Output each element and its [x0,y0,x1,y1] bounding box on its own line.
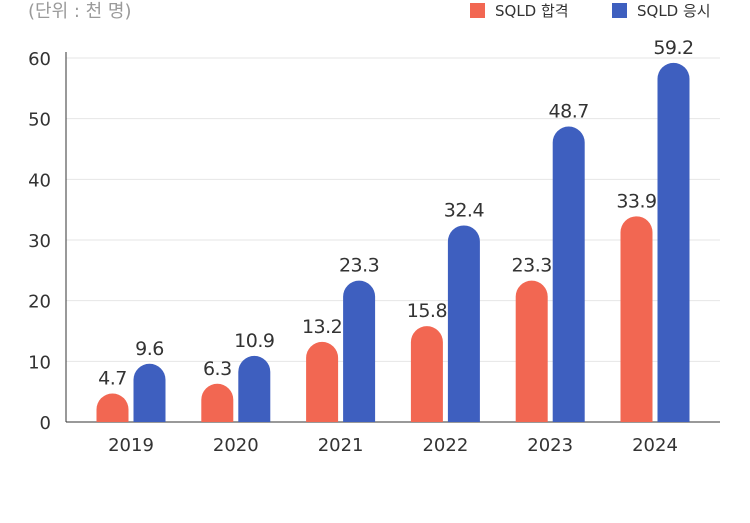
data-label: 6.3 [203,358,232,380]
bar-passed-2023 [515,280,548,422]
x-tick-label: 2023 [527,435,573,456]
bar-passed-2021 [306,341,339,422]
legend-item-passed: SQLD 합격 [470,0,569,20]
data-label: 9.6 [135,338,164,360]
y-tick-label: 0 [40,413,51,434]
unit-label: (단위 : 천 명) [28,1,132,22]
legend-item-applied: SQLD 응시 [612,0,711,20]
y-tick-label: 50 [28,110,51,131]
x-tick-label: 2019 [108,435,154,456]
y-tick-label: 10 [28,352,51,373]
data-label: 4.7 [98,367,127,389]
bar-applied-2019 [133,363,166,422]
legend-swatch-applied [612,2,627,18]
y-tick-label: 30 [28,231,51,252]
bar-passed-2019 [96,393,129,422]
x-tick-label: 2022 [422,435,468,456]
x-tick-label: 2020 [213,435,259,456]
y-tick-label: 60 [28,49,51,70]
x-tick-label: 2021 [318,435,364,456]
data-label: 15.8 [407,300,447,322]
data-label: 48.7 [549,101,589,123]
y-tick-label: 20 [28,292,51,313]
bar-applied-2022 [447,225,480,422]
data-label: 10.9 [234,330,274,352]
legend-swatch-passed [470,2,485,18]
data-label: 32.4 [444,199,485,221]
bar-applied-2020 [238,355,271,422]
bar-applied-2024 [657,62,690,422]
data-label: 33.9 [616,190,656,212]
bar-applied-2023 [552,126,585,422]
data-label: 13.2 [302,316,342,338]
legend-label-applied: SQLD 응시 [637,1,711,20]
y-tick-label: 40 [28,170,51,191]
bar-applied-2021 [343,280,376,422]
legend-label-passed: SQLD 합격 [495,1,569,20]
data-label: 23.3 [339,255,379,277]
x-tick-label: 2024 [632,435,678,456]
data-label: 23.3 [512,255,552,277]
bar-passed-2020 [201,383,234,422]
data-label: 59.2 [653,37,693,59]
bar-passed-2024 [620,216,653,422]
bar-passed-2022 [410,326,443,422]
